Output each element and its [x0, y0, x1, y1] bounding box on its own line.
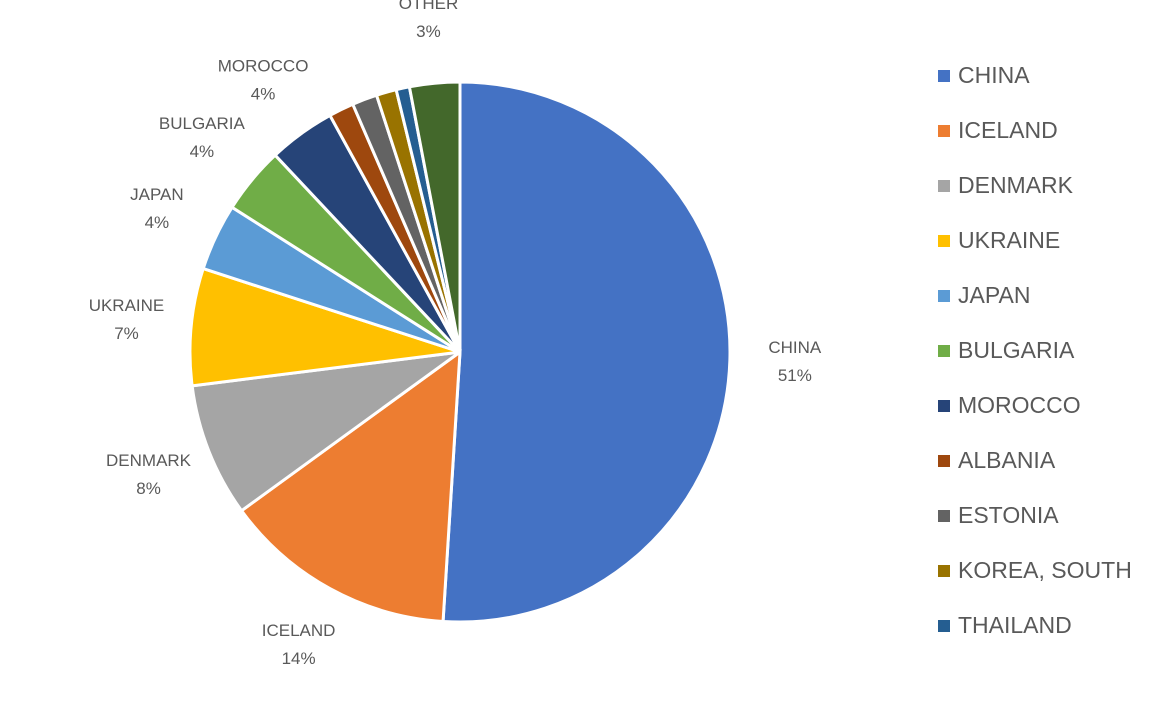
- pie-slice: [441, 80, 732, 624]
- legend-swatch: [938, 455, 950, 467]
- data-label-value: 7%: [114, 324, 139, 343]
- legend-label: DENMARK: [958, 172, 1074, 198]
- legend-label: UKRAINE: [958, 227, 1060, 253]
- legend-label: MOROCCO: [958, 392, 1081, 418]
- legend-swatch: [938, 345, 950, 357]
- data-label-value: 4%: [251, 84, 276, 103]
- data-label-name: MOROCCO: [218, 56, 309, 75]
- legend-label: ALBANIA: [958, 447, 1056, 473]
- legend-label: ESTONIA: [958, 502, 1059, 528]
- data-label-name: CHINA: [768, 338, 822, 357]
- legend-swatch: [938, 620, 950, 632]
- legend-label: ICELAND: [958, 117, 1058, 143]
- legend-label: THAILAND: [958, 612, 1072, 638]
- pie-slice: [190, 350, 461, 513]
- data-label-name: OTHER: [399, 0, 459, 13]
- legend-swatch: [938, 125, 950, 137]
- pie-slice: [407, 80, 462, 353]
- legend-label: JAPAN: [958, 282, 1030, 308]
- data-label-value: 4%: [145, 213, 170, 232]
- data-label-value: 4%: [190, 142, 215, 161]
- legend-swatch: [938, 400, 950, 412]
- data-label-value: 8%: [136, 479, 161, 498]
- legend-swatch: [938, 290, 950, 302]
- legend-label: KOREA, SOUTH: [958, 557, 1132, 583]
- pie-slice: [188, 266, 461, 388]
- data-label-name: BULGARIA: [159, 114, 246, 133]
- legend-label: BULGARIA: [958, 337, 1075, 363]
- data-label-name: JAPAN: [130, 185, 184, 204]
- legend-swatch: [938, 180, 950, 192]
- legend-swatch: [938, 565, 950, 577]
- data-label-value: 51%: [778, 366, 812, 385]
- legend-swatch: [938, 235, 950, 247]
- data-label-value: 3%: [416, 22, 441, 41]
- data-label-name: ICELAND: [262, 621, 336, 640]
- data-label-name: DENMARK: [106, 451, 192, 470]
- legend-label: CHINA: [958, 62, 1030, 88]
- legend-swatch: [938, 510, 950, 522]
- pie-slice: [239, 348, 462, 624]
- data-label-name: UKRAINE: [89, 296, 165, 315]
- data-label-value: 14%: [282, 649, 316, 668]
- legend-swatch: [938, 70, 950, 82]
